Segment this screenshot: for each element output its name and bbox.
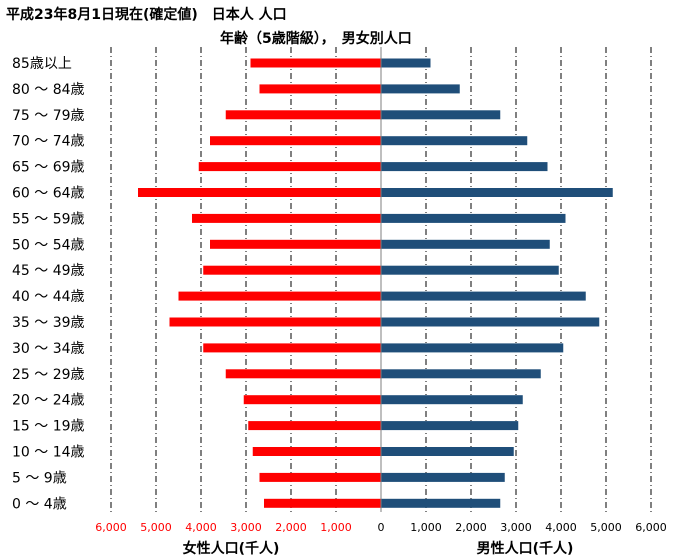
category-label-8: 45 ～ 49歳 <box>12 263 85 279</box>
bar-female-7 <box>210 239 381 249</box>
x-tick-label-6: 0 <box>378 521 385 534</box>
bar-female-10 <box>169 317 381 327</box>
bar-male-4 <box>381 162 548 172</box>
bar-male-5 <box>381 188 613 197</box>
bar-female-2 <box>225 110 381 120</box>
x-tick-label-5: 1,000 <box>320 521 352 534</box>
bar-female-14 <box>248 421 381 431</box>
category-label-12: 25 ～ 29歳 <box>12 367 85 383</box>
bar-female-5 <box>138 188 381 197</box>
category-label-9: 40 ～ 44歳 <box>12 289 85 305</box>
bar-male-17 <box>381 498 501 508</box>
bar-male-6 <box>381 213 566 223</box>
bar-female-11 <box>203 343 381 353</box>
bar-female-9 <box>178 291 381 301</box>
bar-male-16 <box>381 472 505 482</box>
chart-subtitle: 年齢（5歳階級）， 男女別人口 <box>220 31 412 47</box>
bar-female-0 <box>250 58 381 68</box>
x-tick-label-9: 3,000 <box>500 521 532 534</box>
category-label-1: 80 ～ 84歳 <box>12 82 85 98</box>
category-label-6: 55 ～ 59歳 <box>12 211 85 227</box>
bar-female-16 <box>259 472 381 482</box>
category-label-10: 35 ～ 39歳 <box>12 315 85 331</box>
x-tick-label-2: 4,000 <box>185 521 217 534</box>
category-label-17: 0 ～ 4歳 <box>12 496 67 512</box>
category-label-2: 75 ～ 79歳 <box>12 108 85 124</box>
bar-male-11 <box>381 343 564 353</box>
bar-female-13 <box>243 395 381 405</box>
category-label-4: 65 ～ 69歳 <box>12 160 85 176</box>
bar-female-12 <box>225 369 381 379</box>
bar-male-10 <box>381 317 600 327</box>
category-label-16: 5 ～ 9歳 <box>12 470 67 486</box>
bar-male-2 <box>381 110 501 120</box>
bar-male-12 <box>381 369 541 379</box>
bar-female-1 <box>259 84 381 94</box>
bar-male-1 <box>381 84 460 94</box>
xaxis-title-female: 女性人口(千人) <box>183 540 280 557</box>
x-tick-label-7: 1,000 <box>410 521 442 534</box>
bar-female-6 <box>192 213 381 223</box>
x-tick-label-12: 6,000 <box>635 521 667 534</box>
bar-male-8 <box>381 265 559 275</box>
category-label-11: 30 ～ 34歳 <box>12 341 85 357</box>
bar-female-3 <box>210 136 381 146</box>
page-title: 平成23年8月1日現在(確定値) 日本人 人口 <box>6 7 287 23</box>
category-label-3: 70 ～ 74歳 <box>12 134 85 150</box>
bar-male-9 <box>381 291 586 301</box>
xaxis-title-male: 男性人口(千人) <box>477 540 574 557</box>
category-label-5: 60 ～ 64歳 <box>12 186 85 202</box>
category-label-15: 10 ～ 14歳 <box>12 445 85 461</box>
x-tick-label-11: 5,000 <box>590 521 622 534</box>
x-tick-label-8: 2,000 <box>455 521 487 534</box>
x-tick-label-1: 5,000 <box>140 521 172 534</box>
bar-female-17 <box>264 498 381 508</box>
bar-male-14 <box>381 421 519 431</box>
bar-female-15 <box>252 447 381 456</box>
category-label-0: 85歳以上 <box>12 56 72 72</box>
x-tick-label-3: 3,000 <box>230 521 262 534</box>
bar-male-0 <box>381 58 431 68</box>
bar-female-4 <box>198 162 381 172</box>
bar-male-15 <box>381 447 514 456</box>
x-tick-label-4: 2,000 <box>275 521 307 534</box>
bar-male-7 <box>381 239 550 249</box>
bar-female-8 <box>203 265 381 275</box>
category-label-13: 20 ～ 24歳 <box>12 393 85 409</box>
bar-male-3 <box>381 136 528 146</box>
category-label-7: 50 ～ 54歳 <box>12 237 85 253</box>
x-tick-label-0: 6,000 <box>95 521 127 534</box>
category-label-14: 15 ～ 19歳 <box>12 419 85 435</box>
bar-male-13 <box>381 395 523 405</box>
x-tick-label-10: 4,000 <box>545 521 577 534</box>
